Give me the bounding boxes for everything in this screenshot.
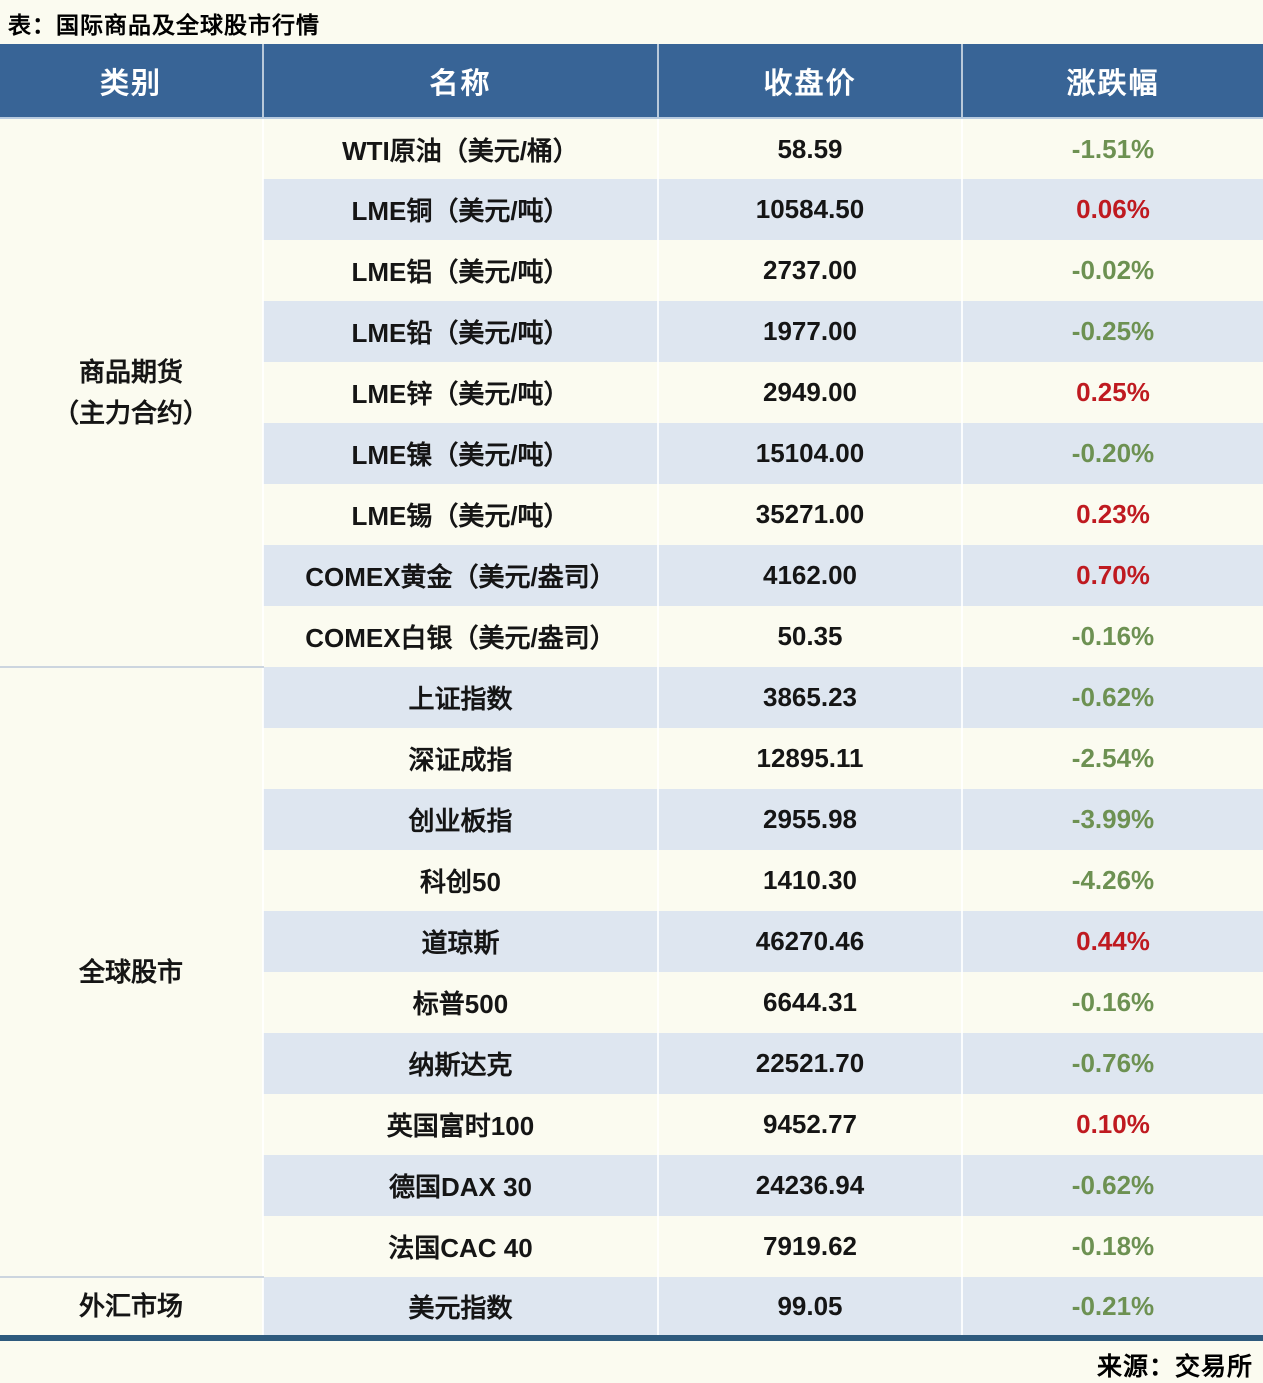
instrument-name: 法国CAC 40 — [262, 1216, 658, 1277]
table-row: COMEX黄金（美元/盎司） 4162.00 0.70% — [0, 545, 1263, 606]
change-percent: -0.18% — [961, 1216, 1263, 1277]
close-price: 35271.00 — [657, 484, 962, 545]
change-percent: -0.16% — [961, 606, 1263, 667]
column-header-category: 类别 — [0, 44, 263, 119]
column-header-name: 名称 — [262, 44, 658, 119]
close-price: 4162.00 — [657, 545, 962, 606]
change-percent: -2.54% — [961, 728, 1263, 789]
page-title: 表：国际商品及全球股市行情 — [8, 12, 320, 38]
instrument-name: LME锌（美元/吨） — [262, 362, 658, 423]
table-row: LME铅（美元/吨） 1977.00 -0.25% — [0, 301, 1263, 362]
change-percent: -0.62% — [961, 1155, 1263, 1216]
table-row: 道琼斯 46270.46 0.44% — [0, 911, 1263, 972]
close-price: 1410.30 — [657, 850, 962, 911]
table-body: 商品期货 （主力合约） WTI原油（美元/桶） 58.59 -1.51% LME铜（美元… — [0, 118, 1263, 1339]
close-price: 6644.31 — [657, 972, 962, 1033]
table-row: 纳斯达克 22521.70 -0.76% — [0, 1033, 1263, 1094]
instrument-name: 美元指数 — [262, 1277, 658, 1338]
change-percent: -0.76% — [961, 1033, 1263, 1094]
close-price: 15104.00 — [657, 423, 962, 484]
table-row: LME铝（美元/吨） 2737.00 -0.02% — [0, 240, 1263, 301]
change-percent: -0.62% — [961, 667, 1263, 728]
change-percent: -0.25% — [961, 301, 1263, 362]
table-row: 英国富时100 9452.77 0.10% — [0, 1094, 1263, 1155]
table-row: 商品期货 （主力合约） WTI原油（美元/桶） 58.59 -1.51% — [0, 118, 1263, 668]
close-price: 46270.46 — [657, 911, 962, 972]
change-percent: 0.10% — [961, 1094, 1263, 1155]
instrument-name: 上证指数 — [262, 667, 658, 728]
table-row: 法国CAC 40 7919.62 -0.18% — [0, 1216, 1263, 1277]
instrument-name: 创业板指 — [262, 789, 658, 850]
close-price: 12895.11 — [657, 728, 962, 789]
instrument-name: 英国富时100 — [262, 1094, 658, 1155]
header-row: 类别 名称 收盘价 涨跌幅 — [0, 44, 1263, 119]
change-percent: -1.51% — [961, 118, 1263, 179]
close-price: 1977.00 — [657, 301, 962, 362]
close-price: 2949.00 — [657, 362, 962, 423]
close-price: 22521.70 — [657, 1033, 962, 1094]
instrument-name: LME铅（美元/吨） — [262, 301, 658, 362]
close-price: 58.59 — [657, 118, 962, 179]
change-percent: -0.21% — [961, 1277, 1263, 1338]
category-cell: 全球股市 — [0, 667, 263, 1278]
table-row: 创业板指 2955.98 -3.99% — [0, 789, 1263, 850]
instrument-name: LME镍（美元/吨） — [262, 423, 658, 484]
table-row: 外汇市场 美元指数 99.05 -0.21% — [0, 1277, 1263, 1339]
category-cell: 外汇市场 — [0, 1277, 263, 1339]
instrument-name: WTI原油（美元/桶） — [262, 118, 658, 179]
close-price: 99.05 — [657, 1277, 962, 1338]
change-percent: -4.26% — [961, 850, 1263, 911]
category-cell: 商品期货 （主力合约） — [0, 118, 263, 668]
instrument-name: 科创50 — [262, 850, 658, 911]
table-row: COMEX白银（美元/盎司） 50.35 -0.16% — [0, 606, 1263, 667]
table-row: 全球股市 上证指数 3865.23 -0.62% — [0, 667, 1263, 1278]
change-percent: 0.23% — [961, 484, 1263, 545]
instrument-name: LME锡（美元/吨） — [262, 484, 658, 545]
instrument-name: 深证成指 — [262, 728, 658, 789]
instrument-name: 道琼斯 — [262, 911, 658, 972]
change-percent: -0.20% — [961, 423, 1263, 484]
close-price: 24236.94 — [657, 1155, 962, 1216]
market-table: 类别 名称 收盘价 涨跌幅 商品期货 （主力合约） WTI原油（美元/桶） 58.5… — [0, 44, 1263, 1341]
instrument-name: COMEX白银（美元/盎司） — [262, 606, 658, 667]
close-price: 2955.98 — [657, 789, 962, 850]
column-header-change: 涨跌幅 — [961, 44, 1263, 119]
table-header: 类别 名称 收盘价 涨跌幅 — [0, 44, 1263, 119]
change-percent: 0.44% — [961, 911, 1263, 972]
instrument-name: LME铜（美元/吨） — [262, 179, 658, 240]
change-percent: 0.06% — [961, 179, 1263, 240]
instrument-name: 纳斯达克 — [262, 1033, 658, 1094]
change-percent: 0.70% — [961, 545, 1263, 606]
instrument-name: 标普500 — [262, 972, 658, 1033]
table-row: LME锌（美元/吨） 2949.00 0.25% — [0, 362, 1263, 423]
close-price: 10584.50 — [657, 179, 962, 240]
change-percent: -3.99% — [961, 789, 1263, 850]
close-price: 3865.23 — [657, 667, 962, 728]
table-row: LME镍（美元/吨） 15104.00 -0.20% — [0, 423, 1263, 484]
table-row: LME锡（美元/吨） 35271.00 0.23% — [0, 484, 1263, 545]
table-row: 科创50 1410.30 -4.26% — [0, 850, 1263, 911]
table-row: 深证成指 12895.11 -2.54% — [0, 728, 1263, 789]
source-label: 来源：交易所 — [1096, 1353, 1253, 1381]
table-row: 标普500 6644.31 -0.16% — [0, 972, 1263, 1033]
instrument-name: COMEX黄金（美元/盎司） — [262, 545, 658, 606]
change-percent: -0.02% — [961, 240, 1263, 301]
close-price: 50.35 — [657, 606, 962, 667]
instrument-name: 德国DAX 30 — [262, 1155, 658, 1216]
instrument-name: LME铝（美元/吨） — [262, 240, 658, 301]
table-row: LME铜（美元/吨） 10584.50 0.06% — [0, 179, 1263, 240]
table-row: 德国DAX 30 24236.94 -0.62% — [0, 1155, 1263, 1216]
close-price: 9452.77 — [657, 1094, 962, 1155]
change-percent: -0.16% — [961, 972, 1263, 1033]
close-price: 7919.62 — [657, 1216, 962, 1277]
change-percent: 0.25% — [961, 362, 1263, 423]
close-price: 2737.00 — [657, 240, 962, 301]
column-header-close: 收盘价 — [657, 44, 962, 119]
